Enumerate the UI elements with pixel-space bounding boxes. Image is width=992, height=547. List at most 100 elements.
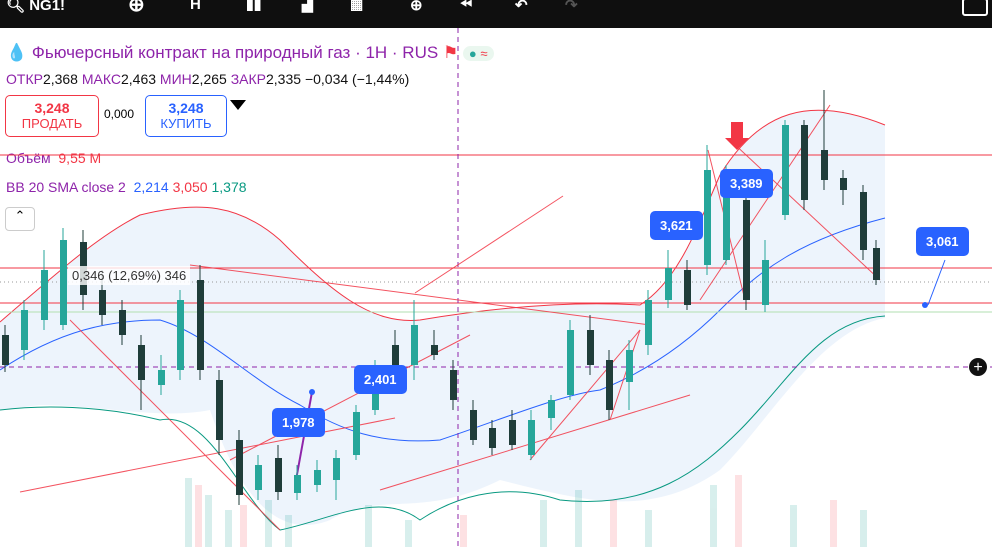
candle xyxy=(333,450,340,500)
candle xyxy=(333,458,340,480)
drawings xyxy=(19,417,396,493)
candle xyxy=(821,90,828,190)
candle xyxy=(216,370,223,455)
candle xyxy=(2,325,9,372)
candles xyxy=(2,90,880,505)
volume-bars xyxy=(185,478,192,547)
undo[interactable]: ↶ xyxy=(515,0,528,14)
candle xyxy=(743,190,750,310)
lower: 1,378 xyxy=(211,179,247,195)
add-icon: + xyxy=(973,359,982,376)
volume-bars xyxy=(710,485,717,547)
candle xyxy=(665,268,672,300)
candle xyxy=(411,300,418,380)
low-label: МИН xyxy=(159,71,192,87)
layouts[interactable]: ▦ xyxy=(350,0,364,12)
candle xyxy=(158,370,165,385)
sell-button[interactable]: 3,248 ПРОДАТЬ xyxy=(5,95,99,137)
candle xyxy=(411,325,418,365)
point xyxy=(309,389,315,395)
buy-button[interactable]: 3,248 КУПИТЬ xyxy=(145,95,227,137)
price-tag[interactable]: 3,061 xyxy=(916,227,969,256)
fullscreen[interactable] xyxy=(962,0,988,16)
candle xyxy=(177,290,184,380)
candle xyxy=(99,290,106,315)
candle xyxy=(197,280,204,370)
candle xyxy=(470,400,477,445)
collapse[interactable]: ⌃ xyxy=(5,207,35,231)
candle xyxy=(528,410,535,460)
buy-label: КУПИТЬ xyxy=(160,116,212,131)
candle xyxy=(138,335,145,410)
candle xyxy=(158,355,165,395)
candle xyxy=(294,475,301,493)
price-tag[interactable]: 1,978 xyxy=(272,408,325,437)
price-tag[interactable]: 3,621 xyxy=(650,211,703,240)
candle xyxy=(626,340,633,410)
candle xyxy=(314,460,321,492)
chart: + xyxy=(0,28,992,547)
close-label: ЗАКР xyxy=(230,71,266,87)
drawings xyxy=(414,195,564,294)
measure-label: 0,346 (12,69%) 346 xyxy=(68,266,191,285)
replay[interactable]: ⏪︎ xyxy=(460,0,473,13)
high-label: МАКС xyxy=(81,71,121,87)
volume-bars xyxy=(195,485,202,547)
candle xyxy=(840,178,847,190)
volume-bars xyxy=(195,475,837,547)
candle xyxy=(450,360,457,410)
candle xyxy=(762,260,769,305)
candle xyxy=(873,248,880,280)
toolbar: 🔍︎ NG1! ⊕ H ▮▮ ▟ ▦ ⊕ ⏪︎ ↶ ↷ xyxy=(0,0,992,28)
interval[interactable]: H xyxy=(190,0,201,13)
price-tag[interactable]: 3,389 xyxy=(720,169,773,198)
candle xyxy=(489,420,496,455)
ohlc-row: ОТКР2,368 МАКС2,463 МИН2,265 ЗАКР2,335 −… xyxy=(6,71,409,87)
candle xyxy=(431,345,438,355)
volume-bars xyxy=(645,510,652,547)
upper: 3,050 xyxy=(172,179,208,195)
title: Фьючерсный контракт на природный газ · 1… xyxy=(31,43,439,62)
volume-row: Объём 9,55 M xyxy=(6,150,101,166)
add-button[interactable] xyxy=(969,358,987,376)
symbol-search[interactable]: 🔍︎ NG1! xyxy=(6,0,65,14)
candle xyxy=(21,300,28,360)
candle xyxy=(294,465,301,500)
status[interactable]: ● ≈ xyxy=(462,46,494,61)
alert[interactable]: ⊕ xyxy=(410,0,423,14)
candle xyxy=(860,192,867,250)
candle xyxy=(60,228,67,330)
redo[interactable]: ↷ xyxy=(565,0,578,14)
drawings xyxy=(729,139,881,281)
low: 2,265 xyxy=(191,71,227,87)
candle xyxy=(119,300,126,345)
add-symbol[interactable]: ⊕ xyxy=(128,0,145,16)
candle xyxy=(60,240,67,325)
candle xyxy=(392,345,399,370)
point xyxy=(922,302,928,308)
drawings xyxy=(69,319,281,531)
candle xyxy=(801,120,808,210)
candle xyxy=(762,240,769,312)
basis: 2,214 xyxy=(133,179,169,195)
candle xyxy=(684,260,691,310)
candle xyxy=(704,145,711,275)
volume-bars xyxy=(830,500,837,547)
candle xyxy=(606,360,613,410)
flag[interactable]: ⚑ xyxy=(442,43,459,62)
candle xyxy=(177,300,184,370)
candle xyxy=(431,330,438,360)
candle xyxy=(801,125,808,200)
volume-bars xyxy=(790,505,797,547)
volume-bars xyxy=(735,475,742,547)
chart-type[interactable]: ▮▮ xyxy=(246,0,262,12)
indicator-name: BB 20 SMA close 2 xyxy=(6,179,126,195)
volume-bars xyxy=(205,495,212,547)
indicators[interactable]: ▟ xyxy=(302,0,313,12)
volume-bars xyxy=(860,510,867,547)
candle xyxy=(626,350,633,382)
candle xyxy=(138,345,145,380)
price-tag[interactable]: 2,401 xyxy=(354,365,407,394)
path-line xyxy=(927,259,946,306)
